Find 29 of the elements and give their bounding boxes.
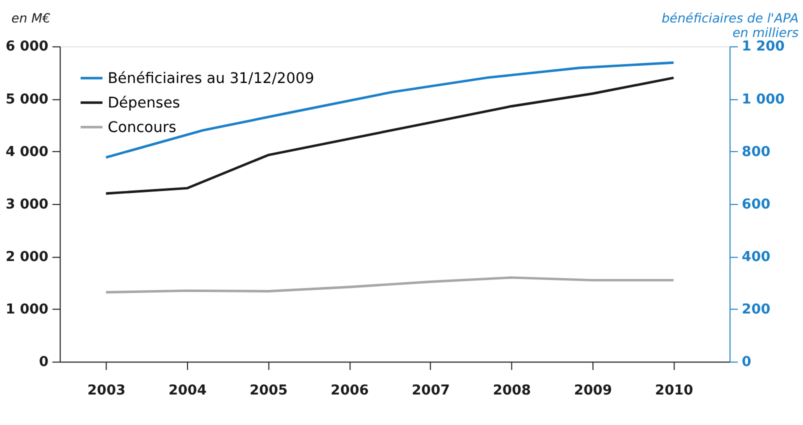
x-tick-label: 2003: [87, 382, 126, 398]
y-tick-label: 0: [38, 354, 48, 370]
y2-tick-label: 0: [742, 354, 752, 370]
y2-tick-label: 600: [742, 196, 770, 212]
y2-tick-label: 800: [742, 144, 770, 160]
y2-tick-label: 1 200: [742, 38, 785, 55]
x-tick-label: 2005: [250, 382, 288, 398]
y2-tick-label: 400: [742, 248, 770, 265]
y-tick-label: 2 000: [6, 248, 48, 265]
y2-tick-label: 200: [742, 301, 770, 318]
line-series: [104, 61, 675, 159]
x-tick-label: 2004: [168, 382, 207, 398]
y2-tick-label: 1 000: [742, 91, 785, 108]
y-tick-label: 1 000: [6, 301, 48, 318]
x-tick-label: 2007: [412, 382, 450, 398]
x-tick-label: 2006: [330, 382, 369, 398]
x-tick-label: 2009: [574, 382, 612, 398]
legend-label: Concours: [108, 119, 176, 136]
y-tick-label: 5 000: [6, 91, 48, 108]
x-tick-label: 2008: [492, 382, 531, 398]
y-tick-label: 6 000: [6, 38, 48, 55]
legend-label: Dépenses: [108, 94, 180, 112]
y-tick-label: 3 000: [6, 196, 48, 212]
x-tick-label: 2010: [655, 382, 694, 398]
y-axis-title: en M€: [11, 11, 50, 26]
legend-label: Bénéficiaires au 31/12/2009: [108, 70, 314, 88]
y-tick-label: 4 000: [6, 144, 48, 160]
y2-axis-title: bénéficiaires de l'APA en milliers: [662, 11, 799, 42]
line-series: [104, 276, 675, 294]
